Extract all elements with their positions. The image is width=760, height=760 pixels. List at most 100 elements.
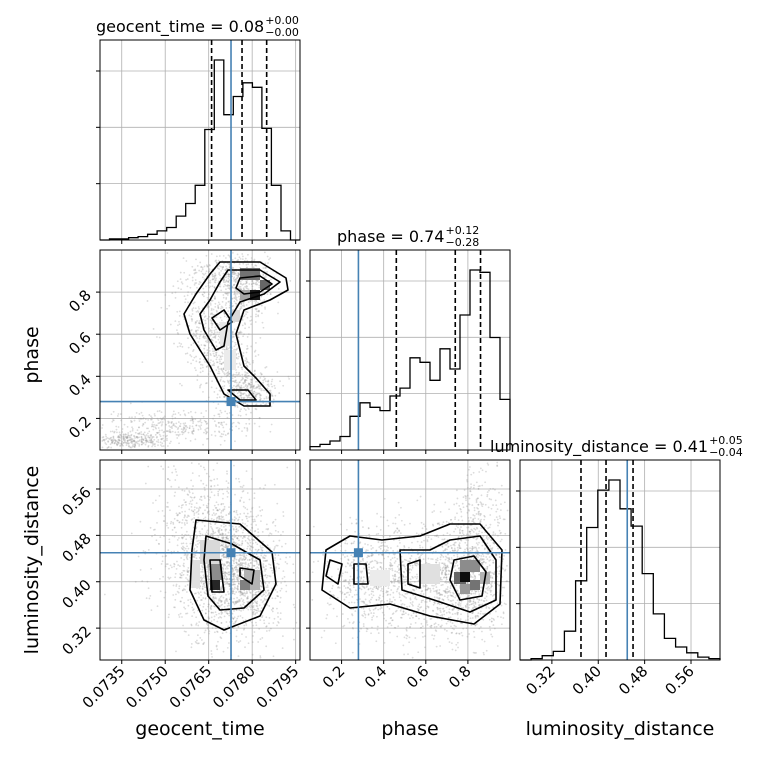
scatter-point — [257, 392, 259, 395]
scatter-point — [204, 382, 207, 385]
scatter-point — [148, 439, 151, 442]
scatter-point — [204, 340, 207, 343]
scatter-point — [101, 440, 104, 442]
scatter-point — [207, 373, 210, 375]
scatter-point — [228, 255, 231, 258]
scatter-point — [451, 648, 454, 651]
scatter-point — [262, 267, 265, 269]
scatter-point — [215, 369, 218, 371]
scatter-point — [193, 555, 195, 558]
scatter-point — [124, 439, 127, 441]
scatter-point — [237, 615, 240, 618]
scatter-point — [246, 285, 249, 288]
scatter-point — [184, 430, 186, 433]
scatter-point — [488, 618, 491, 621]
scatter-point — [253, 631, 256, 633]
scatter-point — [222, 278, 225, 280]
scatter-point — [118, 436, 121, 438]
scatter-point — [224, 598, 227, 601]
scatter-point — [264, 306, 266, 309]
scatter-point — [264, 380, 267, 383]
scatter-point — [196, 639, 198, 642]
scatter-point — [245, 387, 248, 389]
scatter-point — [366, 549, 369, 552]
scatter-point — [199, 420, 201, 423]
scatter-point — [174, 576, 177, 579]
scatter-point — [104, 433, 107, 436]
scatter-point — [105, 443, 108, 446]
scatter-point — [197, 326, 200, 329]
scatter-point — [154, 433, 157, 436]
scatter-point — [227, 292, 230, 295]
scatter-point — [266, 589, 269, 592]
scatter-point — [247, 535, 250, 538]
scatter-point — [210, 620, 213, 623]
scatter-point — [191, 417, 194, 419]
scatter-point — [233, 586, 236, 589]
scatter-point — [214, 627, 217, 630]
scatter-point — [103, 439, 106, 442]
scatter-point — [145, 427, 148, 430]
scatter-point — [266, 584, 269, 587]
scatter-point — [220, 611, 223, 614]
scatter-point — [198, 463, 200, 465]
scatter-point — [174, 468, 177, 471]
scatter-point — [178, 320, 180, 323]
scatter-point — [255, 624, 258, 627]
scatter-point — [472, 531, 475, 533]
scatter-point — [167, 430, 170, 433]
scatter-point — [477, 556, 479, 559]
scatter-point — [153, 413, 156, 415]
scatter-point — [204, 420, 207, 423]
scatter-point — [162, 431, 165, 434]
scatter-point — [234, 376, 237, 378]
scatter-point — [210, 307, 213, 310]
scatter-point — [269, 292, 272, 295]
scatter-point — [244, 379, 246, 381]
scatter-point — [202, 512, 204, 515]
scatter-point — [176, 437, 179, 439]
scatter-point — [137, 432, 140, 435]
scatter-point — [211, 275, 214, 278]
scatter-point — [255, 393, 258, 396]
scatter-point — [113, 442, 116, 445]
scatter-point — [226, 646, 229, 649]
scatter-point — [177, 613, 180, 616]
scatter-point — [187, 579, 190, 582]
scatter-point — [270, 383, 273, 386]
scatter-point — [232, 267, 235, 269]
scatter-point — [209, 279, 212, 282]
scatter-point — [246, 395, 248, 397]
scatter-point — [194, 367, 196, 369]
scatter-point — [382, 592, 385, 595]
scatter-point — [134, 444, 136, 447]
scatter-point — [210, 533, 213, 535]
scatter-point — [223, 380, 226, 383]
scatter-point — [426, 623, 429, 626]
scatter-point — [189, 440, 192, 442]
scatter-point — [222, 568, 225, 571]
scatter-point — [178, 342, 181, 344]
scatter-point — [490, 583, 493, 586]
scatter-point — [126, 425, 129, 428]
scatter-point — [194, 269, 197, 272]
scatter-point — [180, 574, 182, 577]
scatter-point — [147, 427, 149, 430]
scatter-point — [129, 446, 132, 449]
scatter-point — [482, 555, 485, 558]
scatter-point — [183, 499, 186, 501]
scatter-point — [241, 593, 244, 596]
scatter-point — [216, 393, 219, 396]
scatter-point — [218, 273, 220, 275]
scatter-point — [168, 479, 171, 482]
scatter-point — [214, 531, 217, 534]
scatter-point — [136, 436, 139, 438]
scatter-point — [183, 514, 186, 517]
scatter-point — [408, 636, 411, 639]
scatter-point — [178, 505, 180, 508]
scatter-point — [155, 427, 157, 430]
scatter-point — [423, 539, 425, 542]
scatter-point — [203, 351, 206, 354]
scatter-point — [218, 362, 221, 365]
scatter-point — [202, 643, 205, 645]
